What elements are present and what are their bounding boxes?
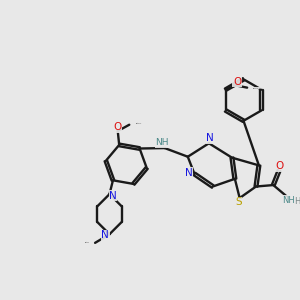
- Text: N: N: [109, 190, 117, 201]
- Text: H: H: [295, 197, 300, 206]
- Text: methoxy: methoxy: [135, 123, 142, 124]
- Text: O: O: [114, 122, 122, 132]
- Text: N: N: [101, 230, 109, 240]
- Text: methoxy_end: methoxy_end: [252, 87, 262, 88]
- Text: O: O: [275, 161, 284, 171]
- Text: NH: NH: [282, 196, 295, 205]
- Text: methyl: methyl: [85, 242, 89, 244]
- Text: NH: NH: [155, 138, 169, 147]
- Text: N: N: [185, 168, 193, 178]
- Text: O: O: [233, 76, 241, 87]
- Text: N: N: [206, 133, 214, 143]
- Text: S: S: [235, 197, 242, 207]
